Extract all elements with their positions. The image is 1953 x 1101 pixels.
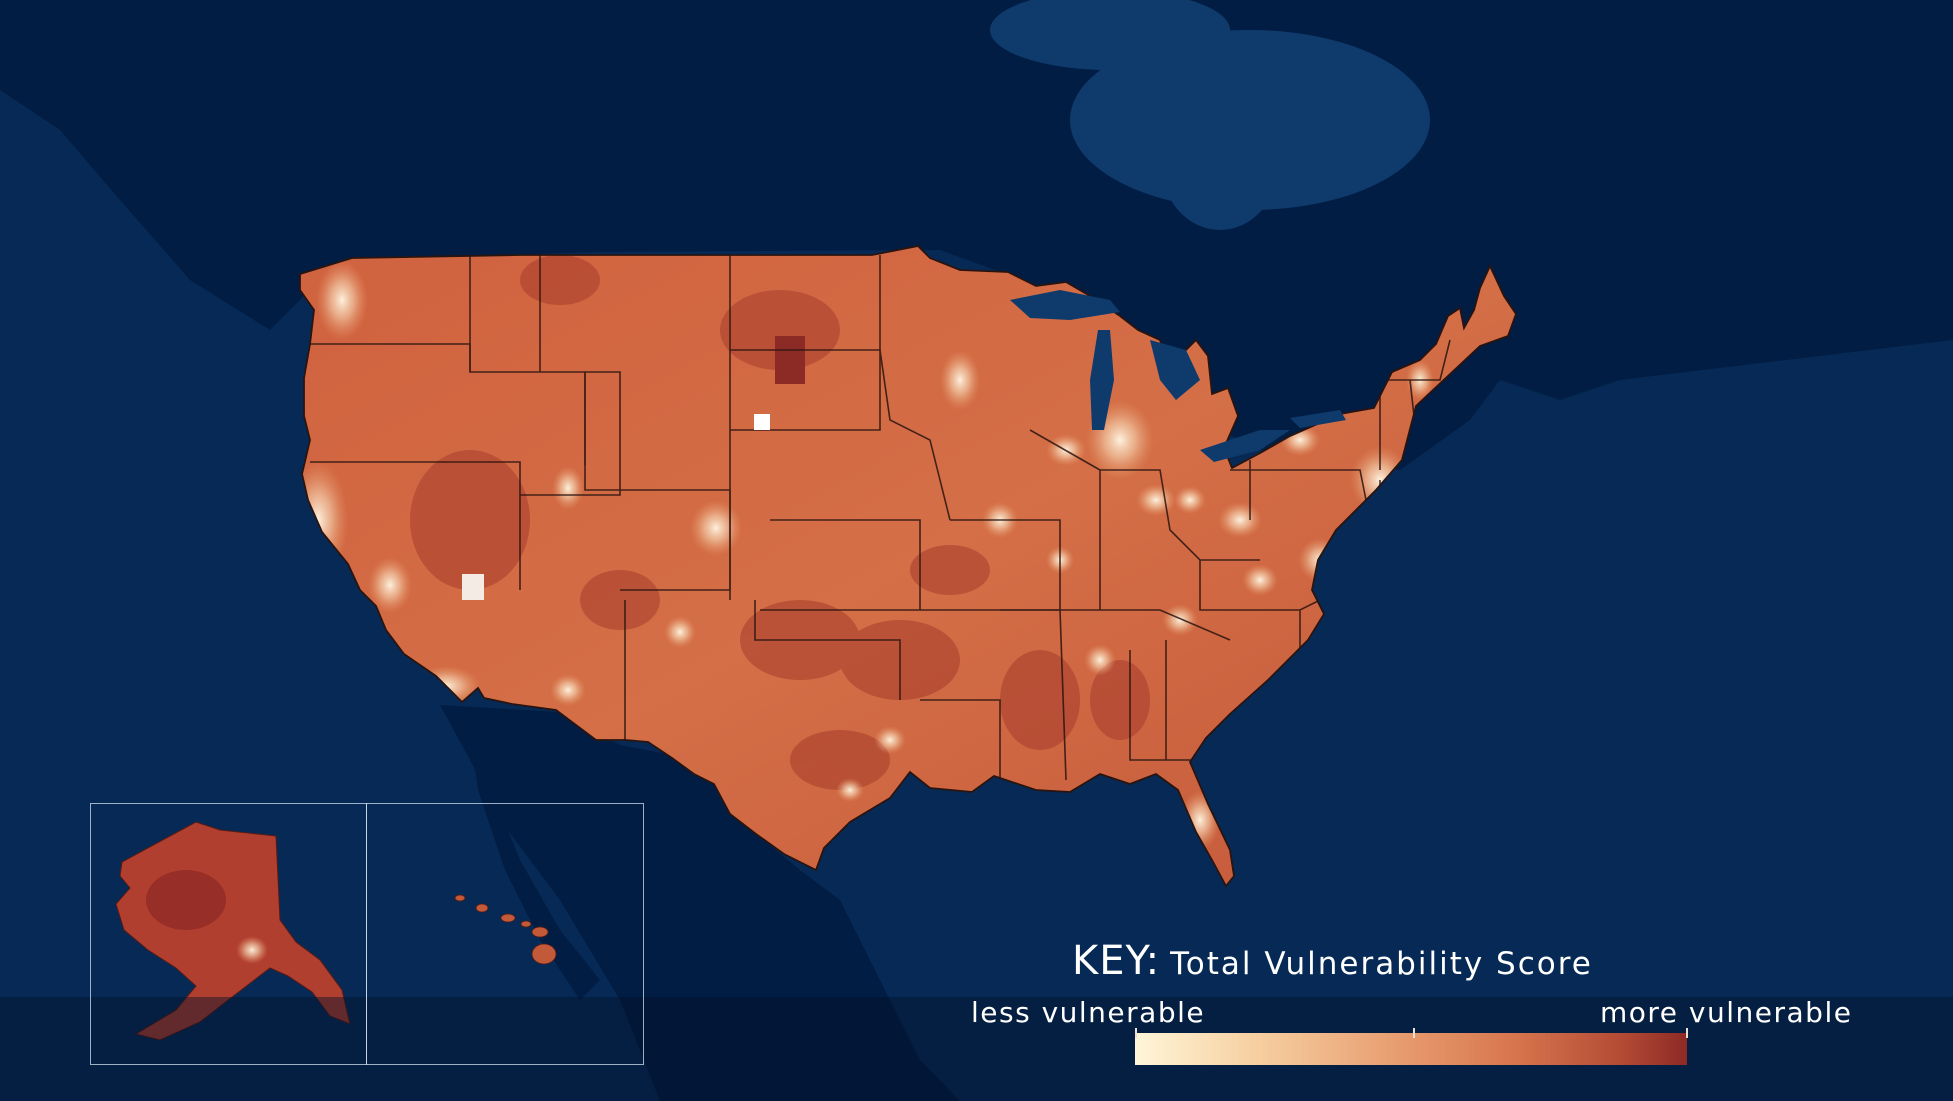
hawaii-shape <box>454 894 557 965</box>
alaska-shape <box>115 821 351 1041</box>
key-prefix: KEY: <box>1072 938 1161 984</box>
great-lakes <box>1010 290 1346 462</box>
hawaii-inset-frame <box>366 803 644 1065</box>
lake-superior <box>1010 290 1120 320</box>
legend-title: KEY: Total Vulnerability Score <box>1072 938 1593 984</box>
legend-low-label: less vulnerable <box>971 996 1206 1029</box>
legend-tick <box>1686 1028 1688 1038</box>
state-borders <box>310 255 1451 781</box>
lake-michigan <box>1090 330 1114 430</box>
mexico-landmass <box>440 705 960 1101</box>
legend-color-ramp <box>1135 1033 1687 1065</box>
legend-tick <box>1135 1028 1137 1038</box>
legend-tick <box>1413 1028 1415 1038</box>
lake-erie <box>1200 430 1290 462</box>
lake-huron <box>1150 340 1200 400</box>
baja-peninsula <box>468 712 600 1000</box>
legend-high-label: more vulnerable <box>1600 996 1853 1029</box>
greenland-landmass <box>1420 0 1953 150</box>
inland-water <box>990 0 1430 230</box>
alaska-inset-frame <box>90 803 367 1065</box>
lake-ontario <box>1290 410 1346 428</box>
key-name: Total Vulnerability Score <box>1170 946 1593 982</box>
